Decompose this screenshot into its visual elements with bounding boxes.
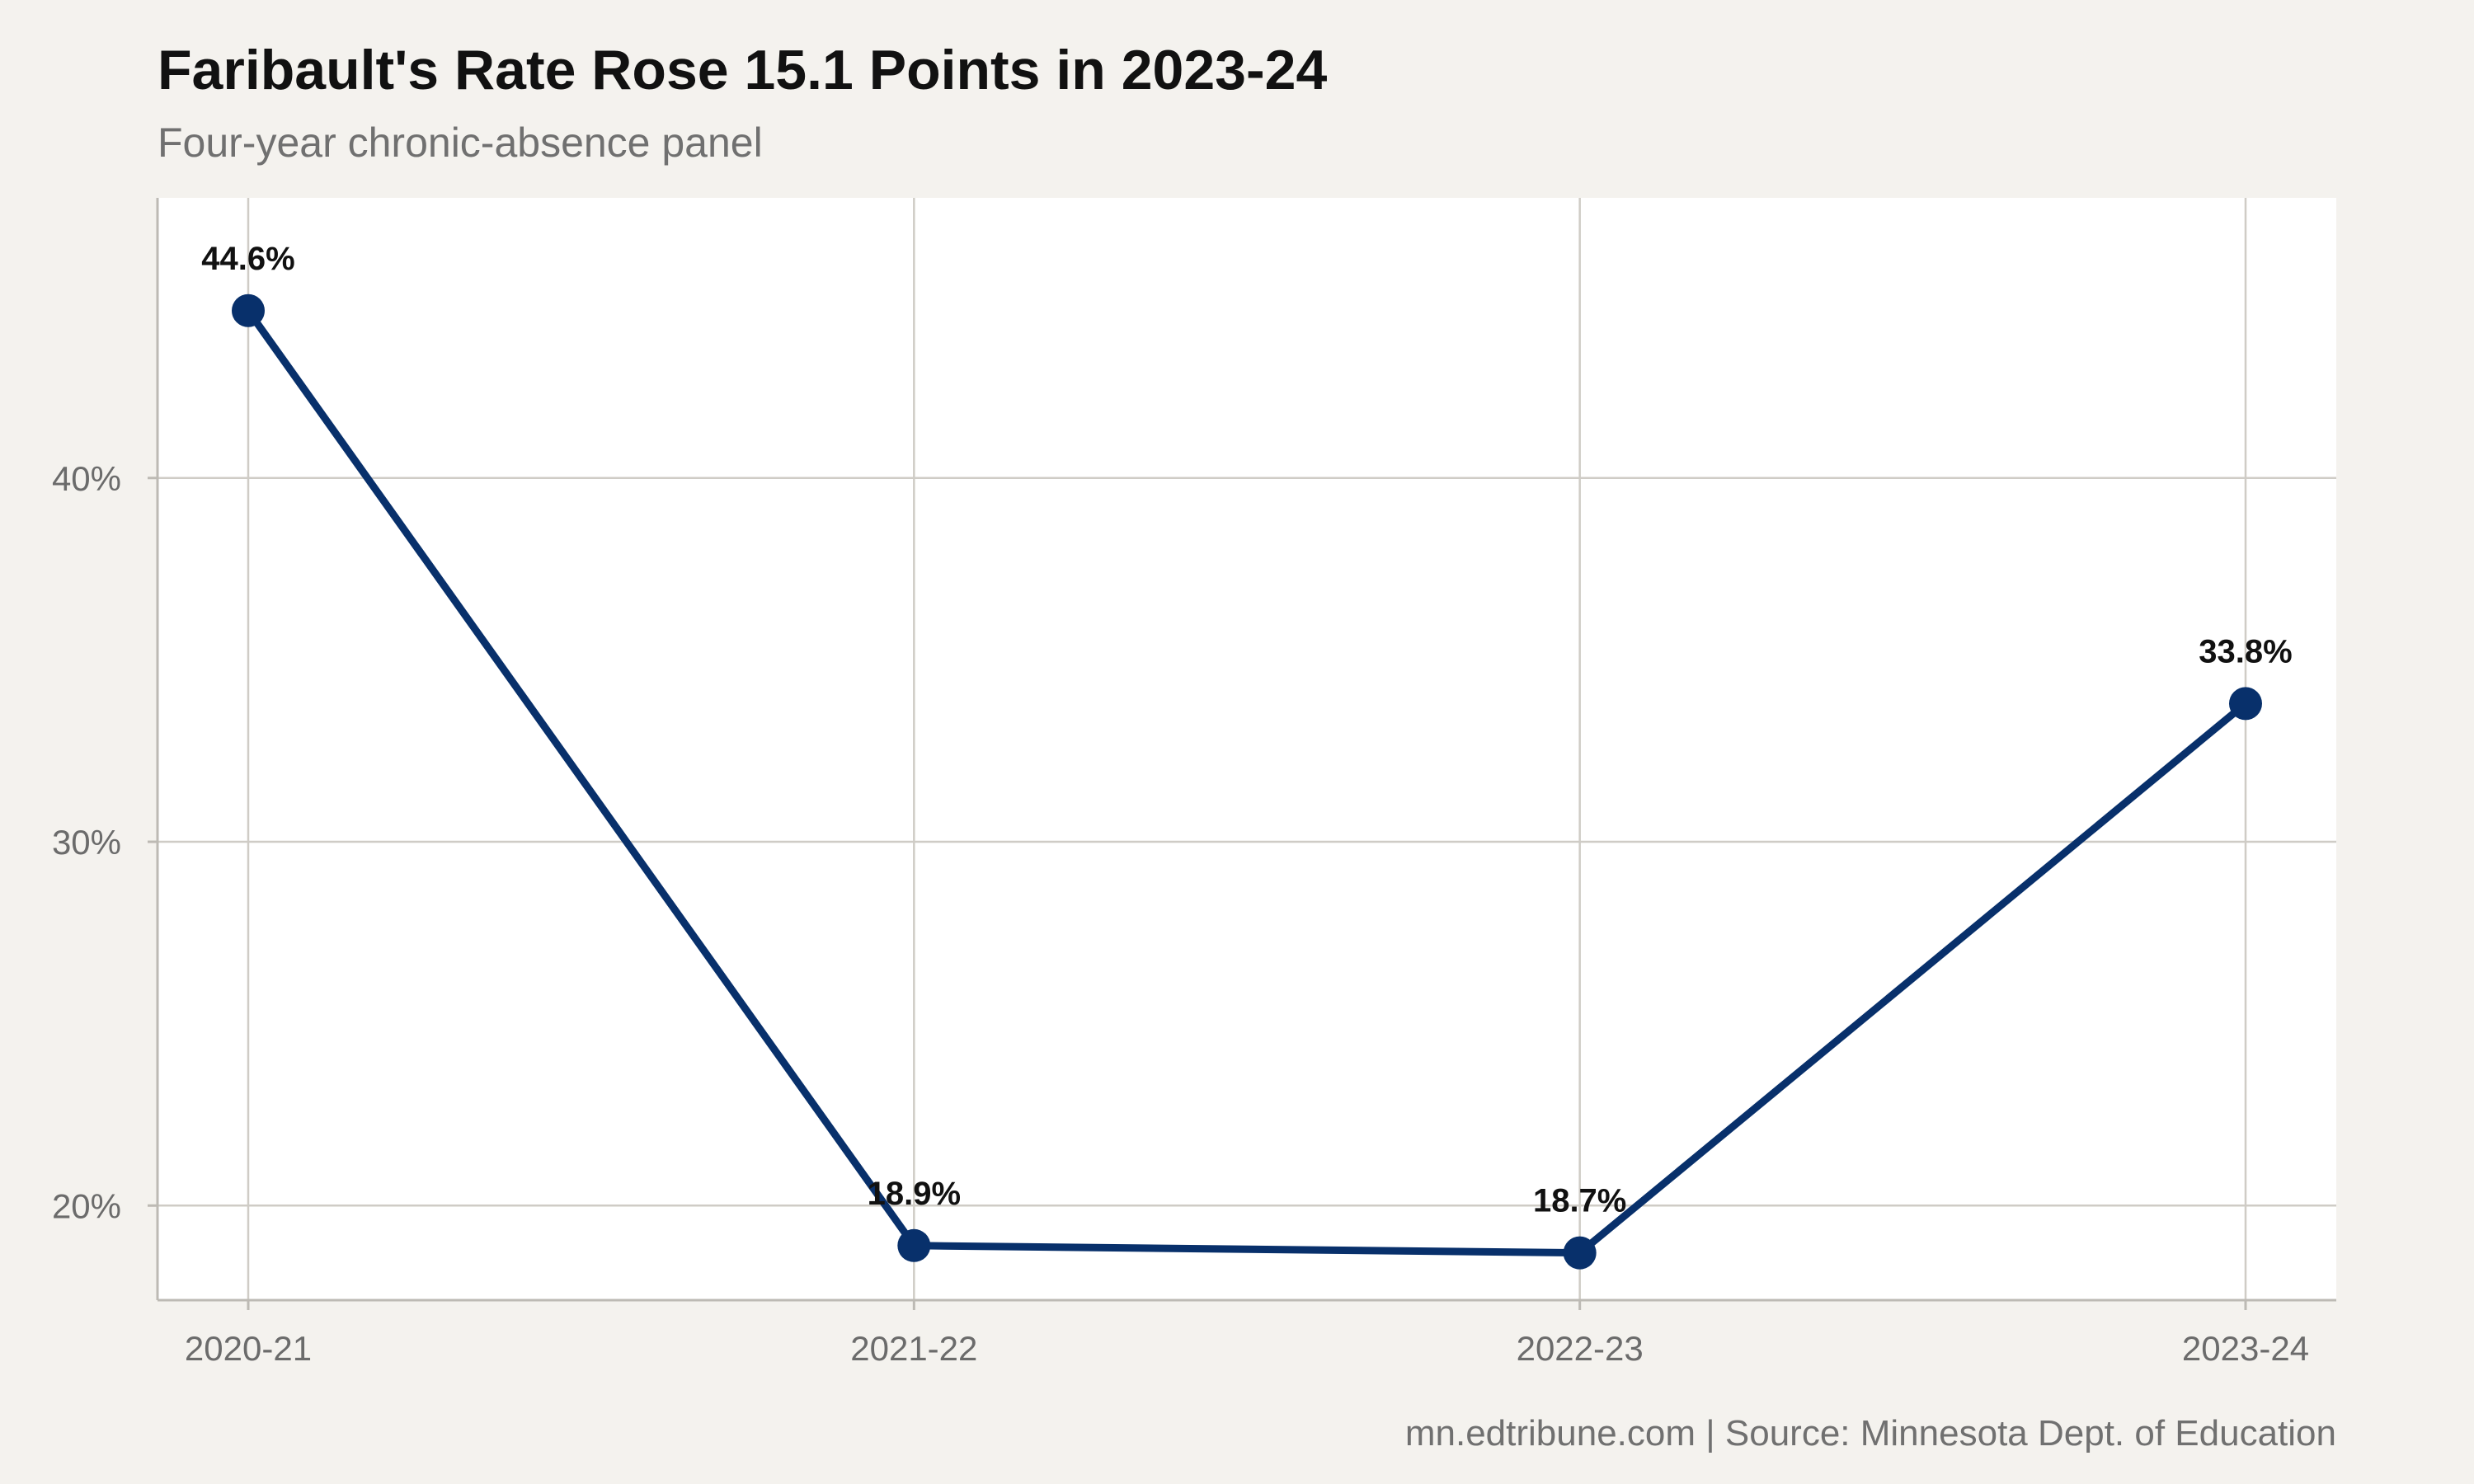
grid-lines: [158, 198, 2336, 1300]
x-tick-label: 2021-22: [850, 1329, 977, 1368]
series-line-group: [244, 307, 2250, 1257]
x-tick-label: 2022-23: [1517, 1329, 1644, 1368]
y-axis-tick-labels: 20% 30% 40%: [52, 459, 121, 1226]
chart-subtitle: Four-year chronic-absence panel: [158, 120, 763, 166]
data-point-2022-23: [1563, 1236, 1597, 1270]
plot-panel: [158, 198, 2336, 1300]
chart-title: Faribault's Rate Rose 15.1 Points in 202…: [158, 39, 1328, 101]
y-tick-label: 30%: [52, 823, 121, 862]
data-points: [232, 294, 2262, 1270]
data-labels: 44.6% 18.9% 18.7% 33.8%: [201, 241, 2292, 1219]
data-label-2022-23: 18.7%: [1533, 1183, 1626, 1219]
data-label-2021-22: 18.9%: [868, 1176, 961, 1212]
y-tick-label: 40%: [52, 459, 121, 498]
series-line: [244, 307, 2250, 1257]
x-axis-tick-labels: 2020-21 2021-22 2022-23 2023-24: [185, 1329, 2309, 1368]
axes: [148, 198, 2336, 1310]
data-point-2020-21: [232, 294, 265, 327]
x-tick-label: 2020-21: [185, 1329, 312, 1368]
data-label-2023-24: 33.8%: [2199, 633, 2292, 669]
data-point-2023-24: [2229, 687, 2262, 721]
data-point-2021-22: [897, 1228, 931, 1262]
x-tick-label: 2023-24: [2182, 1329, 2309, 1368]
y-tick-label: 20%: [52, 1186, 121, 1225]
chart-caption: mn.edtribune.com | Source: Minnesota Dep…: [1404, 1413, 2336, 1453]
data-label-2020-21: 44.6%: [201, 241, 294, 277]
